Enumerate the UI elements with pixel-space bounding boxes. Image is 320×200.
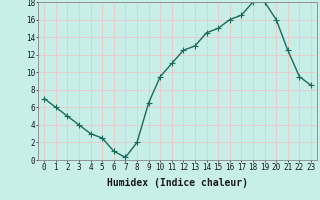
X-axis label: Humidex (Indice chaleur): Humidex (Indice chaleur) [107,178,248,188]
